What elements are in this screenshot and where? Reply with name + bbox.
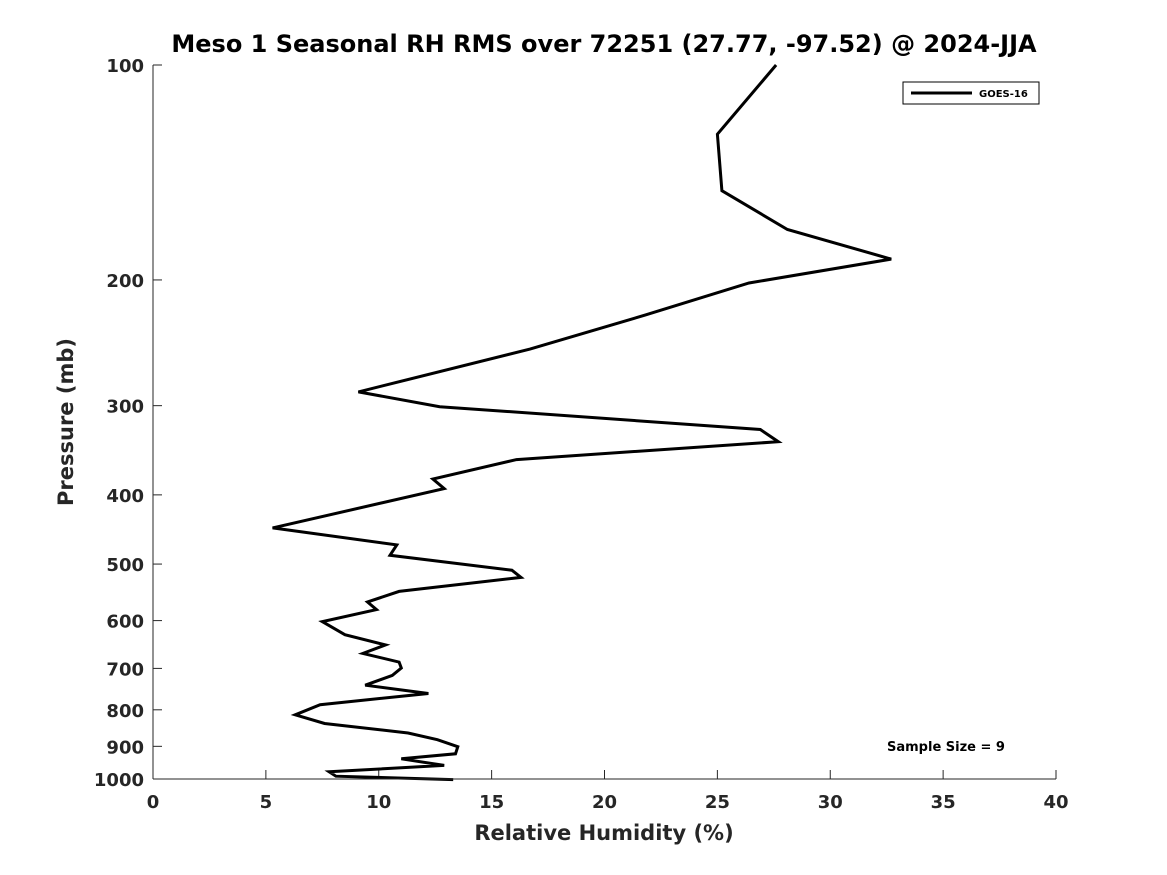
axis-tick-labels: 0 5 10 15 20 25 30 35 40 100 200 300 400 500 600 700 800… bbox=[94, 56, 1069, 813]
series-lines bbox=[272, 64, 892, 782]
y-tick-label: 500 bbox=[106, 555, 144, 576]
x-tick-label: 5 bbox=[260, 792, 273, 813]
legend-label-goes-16: GOES-16 bbox=[979, 89, 1028, 100]
x-tick-label: 15 bbox=[479, 792, 504, 813]
y-tick-label: 400 bbox=[106, 486, 144, 507]
chart-title: Meso 1 Seasonal RH RMS over 72251 (27.77… bbox=[171, 30, 1037, 58]
y-tick-label: 300 bbox=[106, 397, 144, 418]
x-tick-label: 10 bbox=[366, 792, 391, 813]
x-tick-label: 0 bbox=[147, 792, 160, 813]
y-tick-label: 800 bbox=[106, 701, 144, 722]
x-tick-label: 30 bbox=[818, 792, 843, 813]
x-axis-label: Relative Humidity (%) bbox=[474, 821, 733, 845]
x-tick-label: 40 bbox=[1043, 792, 1068, 813]
x-tick-label: 25 bbox=[705, 792, 730, 813]
x-tick-label: 20 bbox=[592, 792, 617, 813]
y-tick-label: 1000 bbox=[94, 770, 144, 791]
y-tick-label: 900 bbox=[106, 737, 144, 758]
legend: GOES-16 bbox=[902, 81, 1040, 105]
series-line-goes-16 bbox=[272, 64, 892, 782]
x-tick-label: 35 bbox=[931, 792, 956, 813]
sample-size-annotation: Sample Size = 9 bbox=[887, 740, 1005, 755]
y-tick-label: 200 bbox=[106, 271, 144, 292]
axis-ticks bbox=[152, 64, 1057, 780]
plot-area bbox=[153, 65, 1056, 779]
y-tick-label: 600 bbox=[106, 612, 144, 633]
y-tick-label: 100 bbox=[106, 56, 144, 77]
y-axis-label: Pressure (mb) bbox=[54, 338, 78, 506]
y-tick-label: 700 bbox=[106, 659, 144, 680]
